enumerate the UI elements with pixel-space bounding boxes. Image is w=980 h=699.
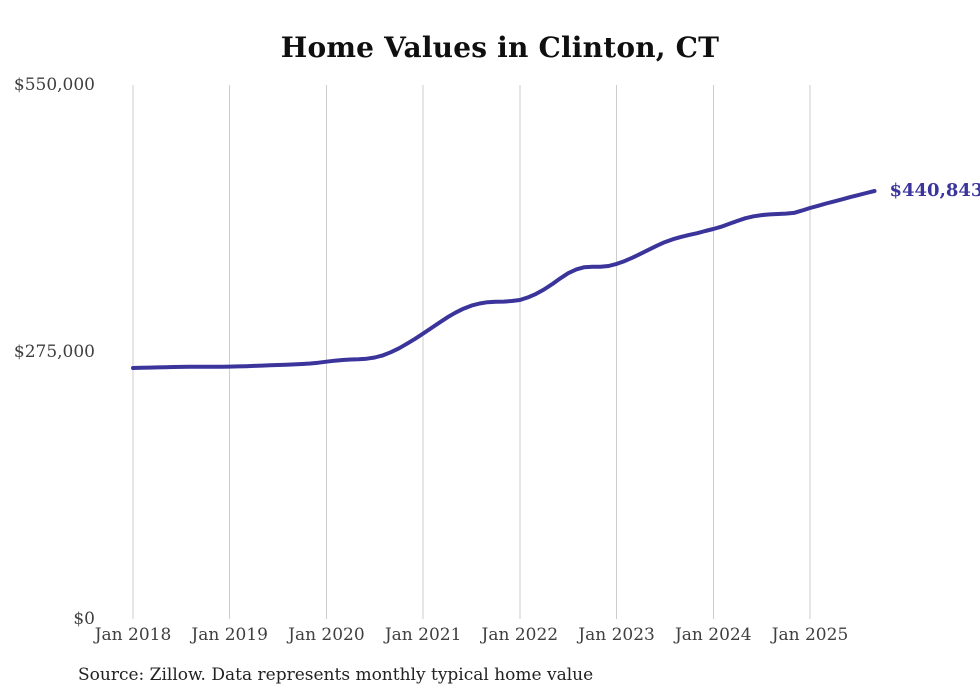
x-axis-tick-label: Jan 2024 [674, 625, 752, 645]
x-axis-tick-label: Jan 2021 [384, 625, 462, 645]
source-note: Source: Zillow. Data represents monthly … [78, 665, 594, 685]
y-axis-tick-label: $0 [73, 609, 95, 629]
current-value-label: $440,843 [889, 179, 980, 201]
vertical-gridlines [132, 85, 811, 619]
home-value-line-series [131, 189, 877, 370]
x-axis-tick-label: Jan 2020 [288, 625, 365, 645]
x-axis-tick-label: Jan 2023 [578, 625, 655, 645]
y-axis-tick-label: $275,000 [13, 342, 95, 362]
x-axis-tick-label: Jan 2025 [771, 625, 849, 645]
y-axis-tick-label: $550,000 [13, 75, 95, 95]
x-axis-tick-label: Jan 2022 [481, 625, 559, 645]
chart-title: Home Values in Clinton, CT [280, 31, 720, 64]
x-axis-tick-label: Jan 2019 [191, 625, 268, 645]
x-axis-tick-label: Jan 2018 [94, 625, 172, 645]
